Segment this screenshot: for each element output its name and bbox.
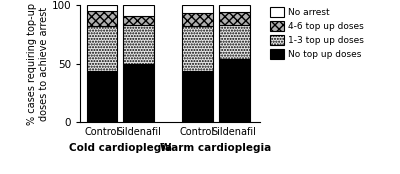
Bar xyxy=(182,5,213,13)
Bar xyxy=(219,25,250,59)
Bar xyxy=(123,25,154,64)
Bar xyxy=(87,11,118,26)
Bar xyxy=(87,5,118,11)
Bar xyxy=(182,13,213,26)
Bar xyxy=(219,12,250,25)
Bar xyxy=(182,70,213,122)
Text: Warm cardioplegia: Warm cardioplegia xyxy=(160,143,272,153)
Bar xyxy=(182,26,213,70)
Y-axis label: % cases requiring top-up
doses to achieve arrest: % cases requiring top-up doses to achiev… xyxy=(27,2,48,125)
Bar xyxy=(123,16,154,25)
Bar xyxy=(123,5,154,16)
Bar xyxy=(219,5,250,12)
Bar xyxy=(123,64,154,122)
Text: Cold cardioplegia: Cold cardioplegia xyxy=(69,143,172,153)
Bar xyxy=(87,70,118,122)
Bar xyxy=(87,26,118,70)
Legend: No arrest, 4-6 top up doses, 1-3 top up doses, No top up doses: No arrest, 4-6 top up doses, 1-3 top up … xyxy=(268,5,366,61)
Bar xyxy=(219,59,250,122)
